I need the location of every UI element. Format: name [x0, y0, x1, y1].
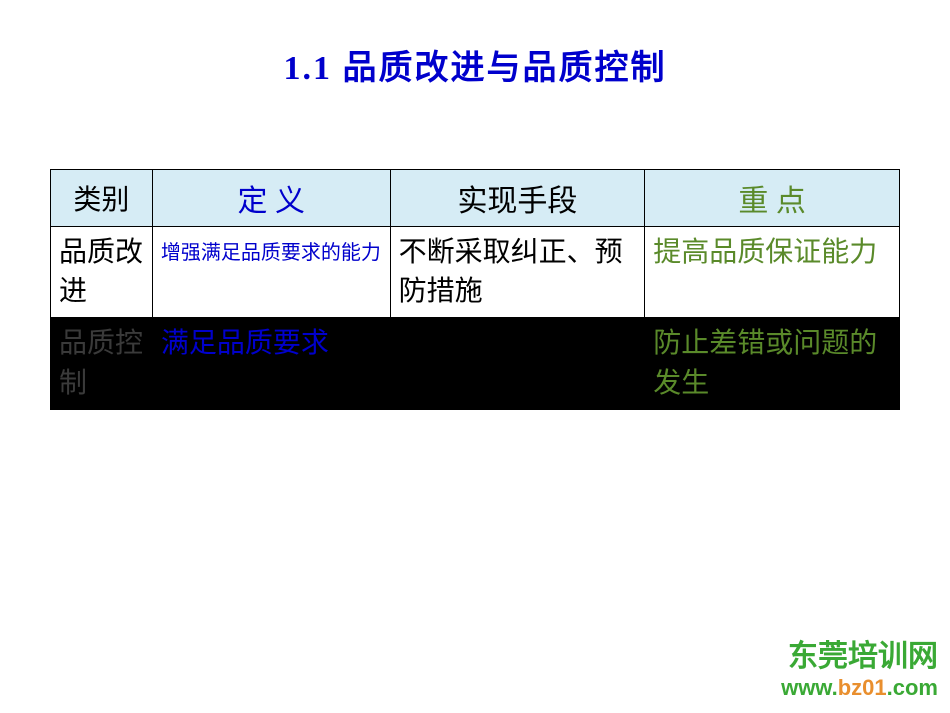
- cell-category: 品质改进: [51, 227, 153, 318]
- cell-category: 品质控制: [51, 318, 153, 409]
- footer-brand-url: www.bz01.com: [781, 675, 938, 701]
- col-header-means: 实现手段: [390, 170, 645, 227]
- cell-keypoint: 防止差错或问题的发生: [645, 318, 900, 409]
- page-title: 1.1 品质改进与品质控制: [0, 0, 950, 89]
- cell-means: [390, 318, 645, 409]
- comparison-table: 类别 定 义 实现手段 重 点 品质改进 增强满足品质要求的能力 不断采取纠正、…: [50, 169, 900, 410]
- col-header-category: 类别: [51, 170, 153, 227]
- col-header-definition: 定 义: [152, 170, 390, 227]
- footer-brand-cn: 东莞培训网: [781, 631, 938, 675]
- table-row: 品质改进 增强满足品质要求的能力 不断采取纠正、预防措施 提高品质保证能力: [51, 227, 900, 318]
- cell-definition: 满足品质要求: [152, 318, 390, 409]
- cell-means: 不断采取纠正、预防措施: [390, 227, 645, 318]
- url-suffix: .com: [887, 675, 938, 700]
- url-prefix: www.: [781, 675, 838, 700]
- cell-keypoint: 提高品质保证能力: [645, 227, 900, 318]
- table-row: 品质控制 满足品质要求 防止差错或问题的发生: [51, 318, 900, 409]
- col-header-keypoint: 重 点: [645, 170, 900, 227]
- footer-brand: 东莞培训网 www.bz01.com: [781, 631, 938, 701]
- comparison-table-wrap: 类别 定 义 实现手段 重 点 品质改进 增强满足品质要求的能力 不断采取纠正、…: [50, 169, 900, 410]
- table-header-row: 类别 定 义 实现手段 重 点: [51, 170, 900, 227]
- cell-definition: 增强满足品质要求的能力: [152, 227, 390, 318]
- url-mid: bz01: [838, 675, 887, 700]
